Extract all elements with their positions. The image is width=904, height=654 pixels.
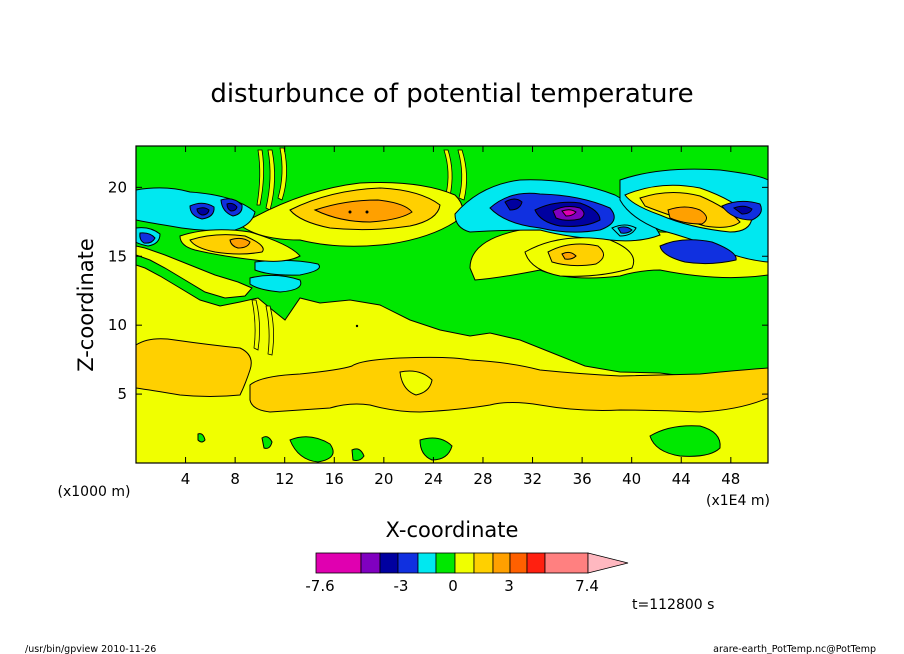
x-tick-label: 36	[573, 470, 592, 488]
colorbar-tick-label: -3	[394, 577, 409, 595]
x-tick-label: 48	[721, 470, 740, 488]
contour-dot	[349, 211, 352, 214]
colorbar-segment	[436, 553, 455, 573]
y-tick-label: 15	[108, 247, 127, 265]
colorbar-segment	[474, 553, 493, 573]
colorbar-tick-label: 3	[504, 577, 514, 595]
x-tick-label: 12	[275, 470, 294, 488]
colorbar	[316, 553, 628, 573]
x-tick-label: 44	[672, 470, 691, 488]
x-tick-label: 24	[424, 470, 443, 488]
x-tick-label: 40	[622, 470, 641, 488]
y-tick-label: 5	[117, 385, 127, 403]
y-tick-label: 20	[108, 178, 127, 196]
x-tick-label: 20	[374, 470, 393, 488]
contour-dot	[356, 325, 358, 327]
colorbar-segment	[510, 553, 527, 573]
x-tick-label: 28	[473, 470, 492, 488]
colorbar-arrow	[588, 553, 628, 573]
colorbar-segment	[361, 553, 380, 573]
footer-left: /usr/bin/gpview 2010-11-26	[25, 644, 156, 654]
contour-dot	[366, 211, 369, 214]
x-axis-label: X-coordinate	[386, 518, 519, 542]
y-tick-label: 10	[108, 316, 127, 334]
colorbar-segment	[418, 553, 436, 573]
colorbar-segment	[527, 553, 545, 573]
x-tick-label: 32	[523, 470, 542, 488]
colorbar-segment	[398, 553, 418, 573]
x-tick-label: 16	[325, 470, 344, 488]
time-label: t=112800 s	[632, 597, 714, 613]
colorbar-segment	[493, 553, 510, 573]
colorbar-tick-label: -7.6	[305, 577, 334, 595]
colorbar-segment	[545, 553, 588, 573]
plot-area	[136, 146, 768, 463]
colorbar-segment	[380, 553, 398, 573]
colorbar-tick-label: 7.4	[575, 577, 599, 595]
chart-title: disturbunce of potential temperature	[210, 79, 693, 109]
footer-right: arare-earth_PotTemp.nc@PotTemp	[713, 644, 876, 654]
colorbar-segment	[316, 553, 361, 573]
x-tick-label: 8	[230, 470, 240, 488]
colorbar-tick-label: 0	[448, 577, 458, 595]
x-unit-note: (x1000 m)	[58, 484, 131, 500]
x-scale-note: (x1E4 m)	[706, 493, 770, 509]
x-tick-label: 4	[181, 470, 191, 488]
region-cyan-mid	[255, 260, 320, 275]
colorbar-tick-labels: -7.6 -3 0 3 7.4	[305, 577, 599, 595]
region-gold-mid-left	[136, 339, 251, 397]
colorbar-segment	[455, 553, 474, 573]
y-axis-label: Z-coordinate	[74, 238, 98, 372]
